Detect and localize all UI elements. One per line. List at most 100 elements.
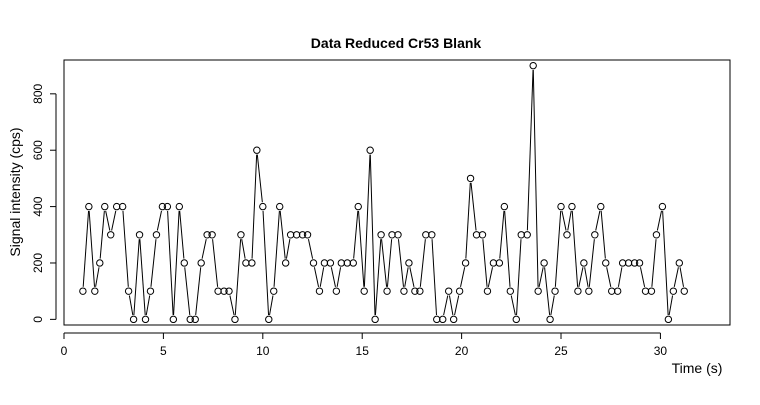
data-point xyxy=(315,287,324,295)
series-line-segment xyxy=(229,295,235,316)
series-line-segment xyxy=(679,267,685,287)
series-line-segment xyxy=(578,267,584,287)
data-point xyxy=(405,259,413,267)
series-line-segment xyxy=(212,239,219,287)
series-line-segment xyxy=(330,267,336,287)
data-point xyxy=(388,231,396,239)
data-point xyxy=(557,202,565,211)
data-point xyxy=(546,315,554,324)
y-tick-label: 400 xyxy=(31,196,45,216)
data-point xyxy=(129,315,138,324)
data-point xyxy=(186,315,194,324)
data-point xyxy=(146,287,155,295)
data-point xyxy=(96,259,104,267)
data-point xyxy=(180,259,188,267)
series-line-segment xyxy=(251,154,258,259)
series-line-segment xyxy=(201,238,207,259)
y-tick-label: 0 xyxy=(31,316,45,323)
data-point xyxy=(191,315,199,324)
series-line-segment xyxy=(651,239,657,287)
data-point xyxy=(563,231,571,239)
data-point xyxy=(669,287,678,295)
data-point xyxy=(158,202,167,211)
data-point xyxy=(112,202,121,211)
data-point xyxy=(286,231,295,239)
series-line-segment xyxy=(595,210,601,231)
data-point xyxy=(237,231,245,239)
data-point xyxy=(303,231,312,239)
data-point xyxy=(231,315,239,324)
data-point xyxy=(107,231,115,239)
data-point xyxy=(337,259,346,267)
series-line-segment xyxy=(639,267,646,287)
data-point xyxy=(652,231,661,239)
data-point xyxy=(377,231,385,239)
data-point xyxy=(298,231,307,239)
series-line-segment xyxy=(448,295,454,316)
data-point xyxy=(461,259,470,267)
data-point xyxy=(540,259,548,267)
data-point xyxy=(580,259,588,267)
data-point xyxy=(433,315,441,324)
series-line-segment xyxy=(128,295,134,316)
series-line-segment xyxy=(111,210,117,231)
series-line-segment xyxy=(269,295,274,316)
data-point xyxy=(270,287,278,295)
series-layer xyxy=(79,61,688,324)
series-line-segment xyxy=(88,210,96,287)
series-line-segment xyxy=(504,210,511,287)
data-point xyxy=(635,259,644,267)
x-axis: 0 5 10 15 20 25 30 xyxy=(61,332,668,358)
data-point xyxy=(208,231,216,239)
x-tick-label: 30 xyxy=(654,344,668,358)
data-point xyxy=(203,231,211,239)
data-point xyxy=(568,202,576,211)
series-line-segment xyxy=(668,295,674,316)
series-line-segment xyxy=(139,239,146,316)
data-point xyxy=(225,287,233,295)
series-line-segment xyxy=(363,154,371,287)
series-line-segment xyxy=(554,210,562,287)
data-point xyxy=(220,287,228,295)
series-line-segment xyxy=(617,267,623,287)
series-line-segment xyxy=(561,210,567,231)
data-point xyxy=(214,287,222,295)
series-line-segment xyxy=(526,70,534,231)
data-point xyxy=(253,146,261,154)
data-point xyxy=(394,231,402,239)
data-point xyxy=(101,202,109,211)
data-point xyxy=(91,287,99,295)
series-line-segment xyxy=(234,239,242,316)
data-point xyxy=(512,315,520,324)
data-point xyxy=(248,259,256,267)
series-line-segment xyxy=(133,239,140,316)
series-line-segment xyxy=(95,267,100,287)
data-point xyxy=(309,259,318,267)
series-line-segment xyxy=(82,210,90,287)
series-line-segment xyxy=(173,210,180,315)
series-line-segment xyxy=(285,239,291,259)
series-line-segment xyxy=(532,70,539,287)
series-line-segment xyxy=(262,210,270,315)
series-line-segment xyxy=(279,210,286,259)
data-point xyxy=(449,315,458,324)
series-line-segment xyxy=(487,267,493,287)
data-point xyxy=(602,259,610,267)
series-line-segment xyxy=(273,210,280,287)
y-tick-label: 600 xyxy=(31,140,45,160)
data-point xyxy=(152,231,161,239)
series-line-segment xyxy=(409,267,415,287)
series-line-segment xyxy=(571,210,579,287)
data-point xyxy=(400,287,408,295)
series-line-segment xyxy=(431,239,438,315)
data-point xyxy=(175,202,184,211)
data-point xyxy=(483,287,492,295)
series-line-segment xyxy=(397,239,404,287)
series-line-segment xyxy=(256,154,263,203)
x-axis-label: Time (s) xyxy=(672,360,723,376)
data-point xyxy=(618,259,627,267)
x-tick-label: 10 xyxy=(256,344,270,358)
data-point xyxy=(489,259,498,267)
series-line-segment xyxy=(105,210,111,231)
data-point xyxy=(422,231,430,239)
